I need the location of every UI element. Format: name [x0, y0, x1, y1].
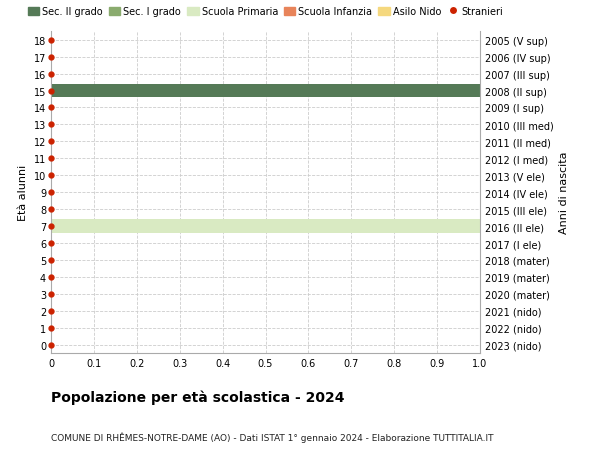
Legend: Sec. II grado, Sec. I grado, Scuola Primaria, Scuola Infanzia, Asilo Nido, Stran: Sec. II grado, Sec. I grado, Scuola Prim… [24, 3, 507, 21]
Text: COMUNE DI RHÊMES-NOTRE-DAME (AO) - Dati ISTAT 1° gennaio 2024 - Elaborazione TUT: COMUNE DI RHÊMES-NOTRE-DAME (AO) - Dati … [51, 431, 493, 442]
Bar [51, 220, 480, 234]
Bar [51, 84, 480, 98]
Y-axis label: Anni di nascita: Anni di nascita [559, 151, 569, 234]
Text: Popolazione per età scolastica - 2024: Popolazione per età scolastica - 2024 [51, 390, 344, 405]
Y-axis label: Età alunni: Età alunni [18, 165, 28, 221]
